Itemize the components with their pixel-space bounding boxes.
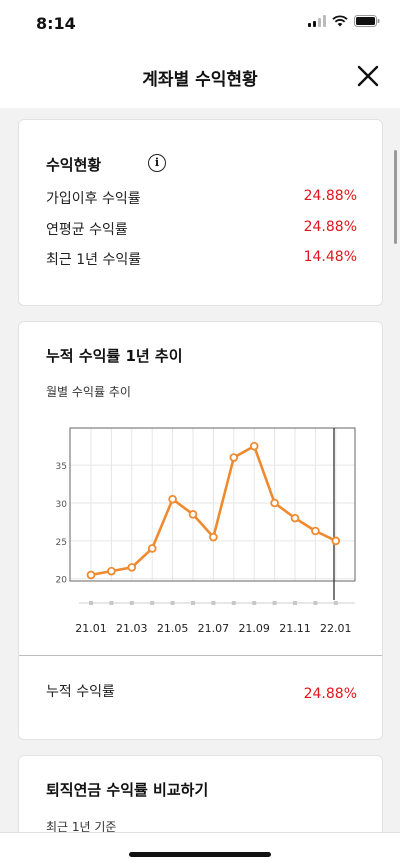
info-icon[interactable]: i (148, 154, 166, 172)
data-point (168, 494, 177, 504)
row-value-annual-avg: 24.88% (303, 219, 357, 235)
card-divider (19, 655, 382, 656)
data-point (331, 536, 341, 546)
data-point (127, 563, 137, 572)
y-tick-label: 35 (56, 462, 67, 472)
compare-subtitle: 최근 1년 기준 (46, 820, 117, 834)
scrollbar-thumb[interactable] (394, 150, 397, 244)
compare-title: 퇴직연금 수익률 비교하기 (46, 781, 209, 799)
data-point (270, 498, 279, 508)
x-tick-label: 21.05 (157, 622, 189, 635)
x-tick-label: 21.11 (279, 622, 311, 635)
x-tick-label: 21.03 (116, 622, 148, 635)
trend-card: 누적 수익률 1년 추이 월별 수익률 추이 20 25 30 35 21.01 21.0… (18, 321, 383, 740)
wifi-icon (332, 15, 348, 27)
data-point (229, 453, 239, 462)
data-point (107, 566, 116, 576)
x-axis-tick (313, 601, 318, 605)
profit-summary-card: 수익현황 i 가입이후 수익률 24.88% 연평균 수익률 24.88% 최근… (18, 119, 383, 306)
app-header: 계좌별 수익현황 (0, 46, 400, 108)
x-axis-tick (191, 601, 195, 605)
trend-title: 누적 수익률 1년 추이 (46, 347, 183, 365)
x-axis-tick (89, 601, 93, 605)
close-button[interactable] (354, 62, 382, 90)
x-axis-tick (252, 601, 257, 605)
x-axis-tick (170, 601, 175, 605)
x-axis-tick (129, 601, 134, 605)
data-point (188, 510, 198, 519)
status-time: 8:14 (36, 14, 76, 33)
row-label-since-join: 가입이후 수익률 (46, 191, 141, 207)
status-icons (308, 15, 380, 27)
page-title: 계좌별 수익현황 (142, 70, 258, 90)
y-tick-label: 30 (56, 500, 68, 510)
x-axis-tick (211, 601, 216, 605)
data-point (86, 570, 96, 580)
data-point (249, 441, 259, 451)
x-axis-tick (231, 601, 236, 605)
row-label-annual-avg: 연평균 수익률 (46, 222, 128, 238)
x-axis-tick (272, 601, 277, 605)
home-indicator-area (0, 832, 400, 866)
trend-line-chart: 20 25 30 35 21.01 21.03 21.05 21.07 21.09 21.11 22… (56, 427, 356, 635)
x-tick-label: 21.07 (198, 622, 230, 635)
x-tick-label: 21.09 (238, 622, 270, 635)
status-bar: 8:14 (0, 0, 400, 46)
x-axis-tick (109, 601, 114, 605)
trend-subtitle: 월별 수익률 추이 (46, 385, 131, 399)
battery-icon (354, 15, 380, 27)
data-point (209, 532, 218, 542)
home-indicator[interactable] (129, 852, 271, 857)
data-point (311, 526, 320, 536)
signal-icon (308, 15, 326, 27)
x-axis-tick (333, 601, 338, 605)
row-label-recent-year: 최근 1년 수익률 (46, 252, 142, 268)
x-axis-tick (293, 601, 297, 605)
row-value-recent-year: 14.48% (303, 249, 357, 265)
x-axis-tick (150, 601, 155, 605)
data-point (290, 513, 300, 523)
cumulative-return-label: 누적 수익률 (46, 684, 115, 700)
cumulative-return-value: 24.88% (303, 686, 357, 702)
plot-frame (69, 427, 356, 582)
close-icon (357, 65, 379, 87)
data-point (147, 544, 157, 553)
y-tick-label: 20 (56, 576, 68, 586)
x-tick-label: 21.01 (75, 622, 107, 635)
summary-title: 수익현황 (46, 156, 102, 174)
x-tick-label: 22.01 (320, 622, 352, 635)
row-value-since-join: 24.88% (303, 188, 357, 204)
y-tick-label: 25 (56, 538, 67, 548)
